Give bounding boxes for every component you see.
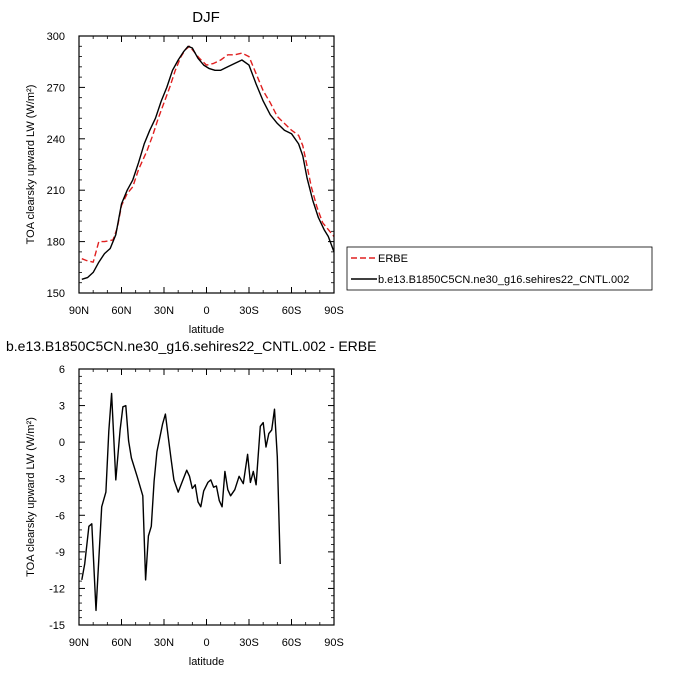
x-tick-label: 0 bbox=[203, 637, 209, 649]
chart-panel-1: DJF 150 180 210 240 270 300 90N 60N 30N 0 30S 60S 90S… bbox=[25, 9, 344, 336]
x-tick-label: 0 bbox=[203, 305, 209, 317]
x-axis: 90N 60N 30N 0 30S 60S 90S bbox=[69, 369, 344, 649]
y-tick-label: -3 bbox=[55, 474, 65, 486]
chart-title: DJF bbox=[192, 9, 220, 26]
y-tick-label: -9 bbox=[55, 547, 65, 559]
x-tick-label: 90S bbox=[324, 637, 344, 649]
y-tick-label: -12 bbox=[49, 583, 65, 595]
y-tick-label: 3 bbox=[59, 401, 65, 413]
y-tick-label: 0 bbox=[59, 437, 65, 449]
y-axis: 150 180 210 240 270 300 bbox=[47, 31, 334, 300]
y-axis-label: TOA clearsky upward LW (W/m²) bbox=[25, 417, 37, 577]
y-tick-label: 300 bbox=[47, 31, 65, 43]
series-line-b-e13-b1850c5cn-ne30-g16-sehires22-cntl-002 bbox=[81, 45, 334, 280]
x-axis-label: latitude bbox=[189, 324, 224, 336]
y-axis: -15 -12 -9 -6 -3 0 3 6 bbox=[49, 364, 334, 632]
x-axis: 90N 60N 30N 0 30S 60S 90S bbox=[69, 36, 344, 317]
series-line-erbe bbox=[81, 45, 334, 263]
y-tick-label: 150 bbox=[47, 288, 65, 300]
legend: ERBE b.e13.B1850C5CN.ne30_g16.sehires22_C… bbox=[346, 246, 653, 291]
series-line-difference bbox=[81, 392, 281, 612]
x-tick-label: 90N bbox=[69, 637, 89, 649]
y-tick-label: 180 bbox=[47, 237, 65, 249]
x-tick-label: 30S bbox=[239, 637, 259, 649]
x-tick-label: 90N bbox=[69, 305, 89, 317]
y-axis-label: TOA clearsky upward LW (W/m²) bbox=[25, 85, 37, 245]
y-tick-label: 6 bbox=[59, 364, 65, 376]
x-tick-label: 60N bbox=[111, 637, 131, 649]
plot-frame bbox=[78, 368, 335, 626]
y-tick-label: 270 bbox=[47, 82, 65, 94]
x-tick-label: 60S bbox=[282, 305, 302, 317]
x-tick-label: 30S bbox=[239, 305, 259, 317]
x-tick-label: 60N bbox=[111, 305, 131, 317]
chart-panel-2: b.e13.B1850C5CN.ne30_g16.sehires22_CNTL.… bbox=[6, 338, 376, 668]
y-tick-label: -15 bbox=[49, 620, 65, 632]
x-tick-label: 60S bbox=[282, 637, 302, 649]
legend-box bbox=[346, 246, 653, 291]
legend-label: ERBE bbox=[378, 253, 408, 265]
y-tick-label: 210 bbox=[47, 185, 65, 197]
x-tick-label: 30N bbox=[154, 637, 174, 649]
x-tick-label: 90S bbox=[324, 305, 344, 317]
plot-frame bbox=[78, 35, 335, 294]
y-tick-label: -6 bbox=[55, 510, 65, 522]
legend-label: b.e13.B1850C5CN.ne30_g16.sehires22_CNTL.… bbox=[378, 274, 629, 286]
chart-title: b.e13.B1850C5CN.ne30_g16.sehires22_CNTL.… bbox=[6, 338, 376, 354]
y-tick-label: 240 bbox=[47, 134, 65, 146]
x-axis-label: latitude bbox=[189, 656, 224, 668]
x-tick-label: 30N bbox=[154, 305, 174, 317]
